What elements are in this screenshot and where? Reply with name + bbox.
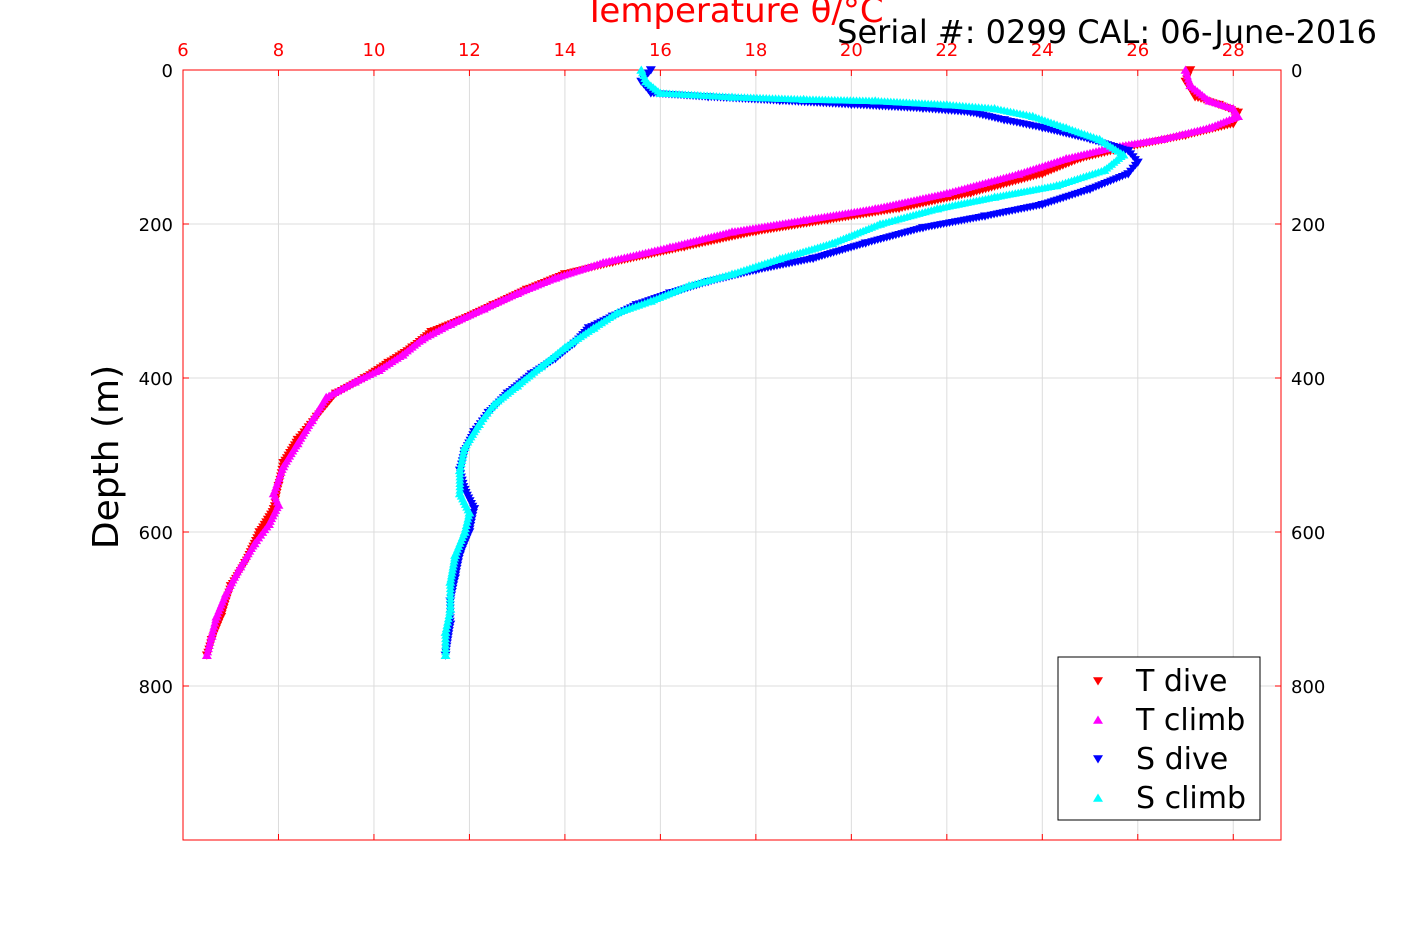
legend-marker	[1093, 793, 1103, 802]
data-point	[211, 612, 222, 621]
legend-marker	[1093, 715, 1103, 724]
legend-label: T dive	[1135, 664, 1227, 699]
x-tick-label: 18	[744, 40, 767, 61]
y-tick-label-right: 400	[1291, 369, 1325, 390]
data-point	[448, 563, 458, 571]
x-tick-label: 26	[1126, 40, 1149, 61]
x-tick-label: 14	[553, 40, 576, 61]
legend-label: T climb	[1135, 703, 1245, 738]
data-point	[445, 608, 455, 616]
data-point	[450, 554, 460, 562]
x-tick-label: 16	[649, 40, 672, 61]
y-axis: 0 0 200 200 400 400 600 600 800 800	[139, 61, 1326, 698]
data-point	[208, 625, 218, 633]
x-axis-top: 6 8 10 12 14 16 18 20 22 24 26 28	[177, 40, 1245, 840]
y-tick-label: 200	[139, 215, 173, 236]
data-point	[449, 560, 459, 568]
legend-box	[1057, 656, 1261, 821]
data-point	[459, 446, 469, 454]
plot-frame	[182, 69, 1282, 841]
x-tick-label: 8	[273, 40, 284, 61]
data-series	[201, 65, 1244, 660]
data-point	[446, 572, 456, 580]
data-point	[206, 631, 217, 640]
serial-annotation: Serial #: 0299 CAL: 06-June-2016	[837, 13, 1377, 51]
x-tick-label: 12	[458, 40, 481, 61]
data-point	[205, 638, 215, 646]
x-tick-label: 6	[177, 40, 188, 61]
data-point	[449, 557, 459, 565]
data-point	[456, 459, 466, 468]
legend-marker	[1093, 677, 1103, 686]
data-point	[464, 508, 475, 517]
data-point	[458, 449, 468, 458]
data-point	[447, 569, 457, 577]
data-point	[204, 641, 214, 649]
x-tick-label: 20	[840, 40, 863, 61]
data-point	[461, 521, 471, 529]
legend-item: S dive	[1093, 742, 1228, 777]
x-tick-label: 22	[935, 40, 958, 61]
data-point	[464, 511, 474, 520]
data-point	[459, 442, 470, 452]
data-point	[203, 644, 213, 653]
data-point	[463, 515, 473, 523]
series-t-climb	[201, 65, 1244, 659]
x-tick-label: 10	[363, 40, 386, 61]
data-point	[445, 604, 456, 613]
y-tick-label-right: 600	[1291, 523, 1325, 544]
data-point	[450, 550, 461, 559]
y-tick-label-right: 800	[1291, 677, 1325, 698]
legend-label: S dive	[1136, 742, 1228, 777]
data-point	[447, 566, 457, 574]
y-tick-label-right: 200	[1291, 215, 1325, 236]
legend-item: T climb	[1093, 703, 1245, 738]
data-point	[458, 453, 468, 461]
data-point	[440, 650, 451, 659]
y-tick-label: 600	[139, 523, 173, 544]
y-tick-label-right: 0	[1291, 61, 1302, 82]
y-tick-label: 800	[139, 677, 173, 698]
legend: T dive T climb S dive S climb	[1057, 656, 1261, 821]
x-tick-label: 28	[1222, 40, 1245, 61]
legend-item: T dive	[1093, 664, 1227, 699]
y-tick-label: 400	[139, 369, 173, 390]
data-point	[210, 619, 220, 627]
data-point	[201, 650, 212, 659]
data-point	[462, 518, 472, 526]
data-point	[211, 615, 221, 624]
data-point	[443, 614, 453, 623]
data-point	[206, 635, 216, 643]
legend-item: S climb	[1093, 781, 1246, 816]
y-tick-label: 0	[162, 61, 173, 82]
y-axis-label: Depth (m)	[86, 365, 127, 549]
series-s-climb	[440, 65, 1129, 659]
data-point	[457, 456, 467, 464]
data-point	[444, 611, 454, 619]
legend-marker	[1093, 755, 1103, 764]
legend-label: S climb	[1136, 781, 1246, 816]
data-point	[209, 622, 219, 630]
data-point	[442, 621, 452, 629]
chart-title: Temperature θ/°C	[583, 0, 883, 31]
x-tick-label: 24	[1031, 40, 1054, 61]
data-point	[443, 618, 453, 626]
